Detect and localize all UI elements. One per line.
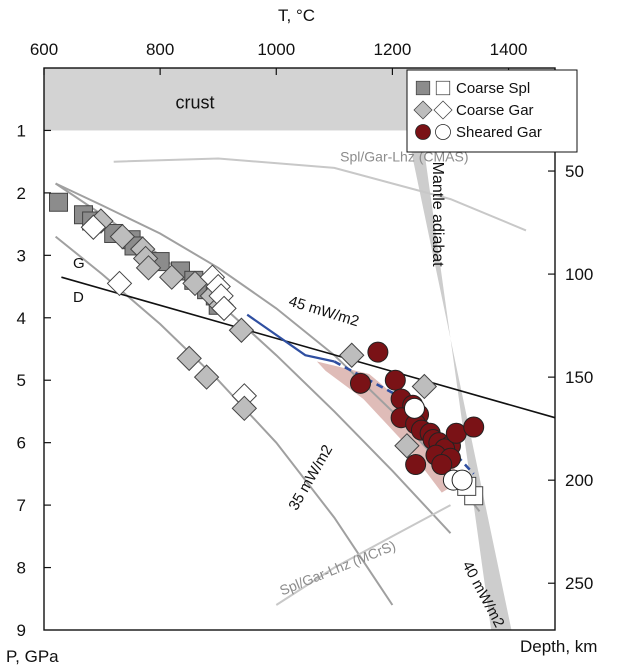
legend-marker-filled-1 (413, 100, 433, 120)
legend-marker-filled-2 (415, 124, 431, 140)
y-tick-label-6: 7 (17, 496, 26, 515)
data-point-diamond-s2-5 (159, 264, 185, 290)
line-spl-gar-lhz-cmas (113, 157, 527, 232)
legend-marker-open-1 (433, 100, 453, 120)
y-axis-title: P, GPa (6, 647, 59, 666)
y-tick-label-7: 8 (17, 559, 26, 578)
y-tick-label-0: 1 (17, 121, 26, 140)
data-point-diamond-s4-1 (193, 364, 220, 390)
y-tick-label-3: 4 (17, 309, 26, 328)
y2-tick-label-0: 50 (565, 162, 584, 181)
annotation-spl-gar-lhz-cmas: Spl/Gar-Lhz (CMAS) (340, 149, 468, 165)
legend-marker-open-0 (435, 80, 451, 96)
y2-tick-label-4: 250 (565, 574, 593, 593)
data-point-diamond-s3-5 (211, 295, 237, 322)
y2-tick-label-2: 150 (565, 368, 593, 387)
data-point-diamond-s2-4 (135, 255, 162, 281)
annotation-spl-gar-lhz-mcrs: Spl/Gar-Lhz (MCrS) (277, 537, 398, 598)
line-blue-trend-solid (246, 313, 335, 363)
data-point-diamond-s4-0 (176, 345, 202, 372)
data-point-diamond-s2-1 (109, 223, 136, 250)
data-point-square-s0-0 (49, 192, 69, 212)
y2-axis-title: Depth, km (520, 637, 597, 656)
y-tick-label-4: 5 (17, 371, 26, 390)
annotation-g: G (73, 255, 85, 272)
x-tick-label-0: 600 (30, 40, 58, 59)
sheared-field-shade (316, 361, 463, 493)
x-tick-label-4: 1400 (490, 40, 528, 59)
legend-marker-open-2 (435, 124, 451, 140)
y-tick-label-1: 2 (17, 184, 26, 203)
data-point-circle-s5-19 (405, 454, 427, 476)
data-point-circle-s5-17 (431, 454, 453, 476)
annotation-d: D (73, 289, 84, 306)
data-point-diamond-s3-1 (106, 270, 133, 297)
data-point-circle-s5-0 (367, 341, 389, 363)
y2-tick-label-1: 100 (565, 265, 593, 284)
legend-label-2: Sheared Gar (456, 124, 542, 141)
annotation-35-mw-m2: 35 mW/m2 (285, 442, 336, 513)
line-35-mw-m2-geotherm (54, 235, 394, 606)
data-point-diamond-s2-11 (411, 373, 438, 400)
y-tick-label-5: 6 (17, 434, 26, 453)
data-point-circle-s6-2 (451, 469, 473, 491)
plot-frame (43, 67, 556, 631)
legend-label-1: Coarse Gar (456, 102, 534, 119)
x-tick-label-2: 1000 (257, 40, 295, 59)
line-spl-gar-lhz-mcrs (275, 504, 451, 606)
data-point-diamond-s2-12 (394, 433, 420, 459)
data-point-diamond-s3-0 (80, 214, 107, 240)
x-axis-title: T, °C (278, 6, 315, 25)
y-tick-label-8: 9 (17, 621, 26, 640)
legend-marker-filled-0 (415, 80, 431, 96)
annotation-mantle-adiabat: Mantle adiabat (429, 162, 446, 268)
y-tick-label-2: 3 (17, 246, 26, 265)
data-point-circle-s5-18 (463, 416, 485, 438)
crust-label: crust (175, 92, 214, 112)
y2-tick-label-3: 200 (565, 471, 593, 490)
data-point-circle-s6-0 (403, 397, 425, 419)
data-point-diamond-s2-10 (339, 342, 365, 368)
data-point-circle-s5-2 (384, 369, 406, 391)
data-point-circle-s5-1 (349, 372, 371, 394)
line-g-d (61, 276, 556, 419)
data-point-diamond-s2-9 (228, 317, 255, 343)
x-tick-label-3: 1200 (373, 40, 411, 59)
x-tick-label-1: 800 (146, 40, 174, 59)
legend-label-0: Coarse Spl (456, 80, 530, 97)
data-point-diamond-s4-2 (231, 395, 258, 422)
legend: Coarse Spl Coarse Gar Sheared Gar (406, 69, 578, 153)
mantle-adiabat-band (406, 130, 512, 630)
